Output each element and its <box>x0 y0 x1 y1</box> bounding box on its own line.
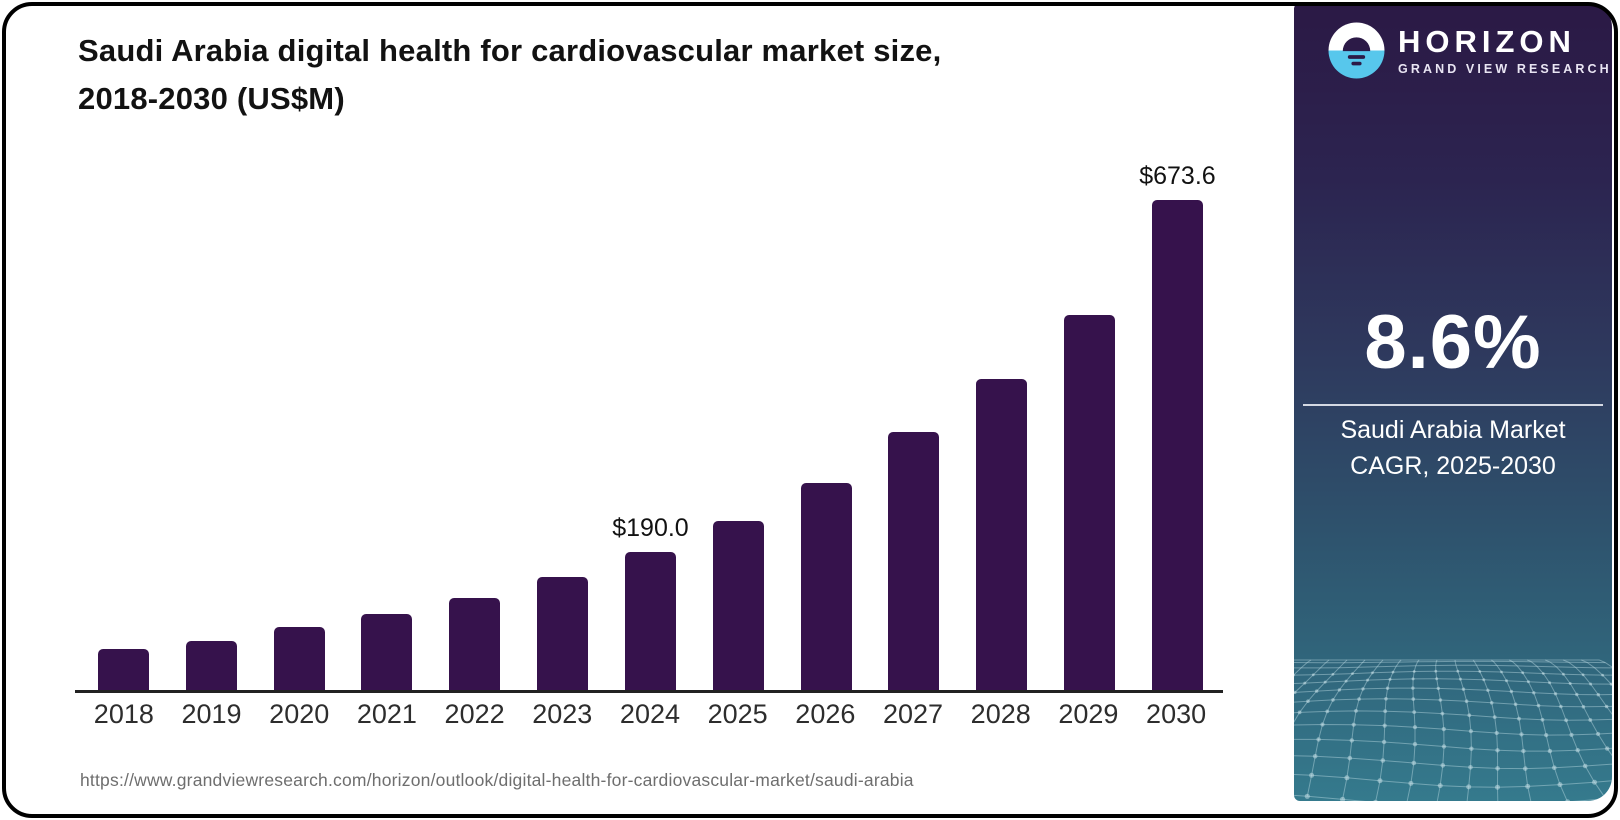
x-tick-label-2020: 2020 <box>269 699 330 729</box>
x-tick-label-2023: 2023 <box>532 699 593 729</box>
bar-2023 <box>537 577 589 690</box>
divider-line <box>1303 404 1603 406</box>
x-tick-label-2028: 2028 <box>970 699 1031 729</box>
bar-2021 <box>361 613 413 690</box>
bar-column-2025 <box>712 521 764 690</box>
cagr-label-line2: CAGR, 2025-2030 <box>1350 452 1556 480</box>
bar-column-2022 <box>449 597 501 690</box>
cagr-value: 8.6% <box>1364 300 1542 385</box>
bar-column-2020 <box>273 627 325 690</box>
chart-title-line2: 2018-2030 (US$M) <box>78 81 345 116</box>
brand-subtitle: GRAND VIEW RESEARCH <box>1398 61 1612 76</box>
bar-column-2018 <box>98 648 149 690</box>
wireframe-mesh-graphic <box>1294 659 1612 801</box>
chart-title-line1: Saudi Arabia digital health for cardiova… <box>78 33 942 68</box>
x-tick-label-2019: 2019 <box>181 699 242 729</box>
source-url: https://www.grandviewresearch.com/horizo… <box>80 770 914 790</box>
bar-2019 <box>185 640 237 690</box>
brand-logo: HORIZON GRAND VIEW RESEARCH <box>1328 22 1612 79</box>
bar-2027 <box>888 431 940 690</box>
x-tick-label-2027: 2027 <box>882 699 944 729</box>
x-tick-label-2030: 2030 <box>1146 699 1207 729</box>
bar-value-label-2030: $673.6 <box>1139 162 1216 190</box>
bar-2025 <box>712 521 764 690</box>
cagr-label-line1: Saudi Arabia Market <box>1340 416 1566 444</box>
bar-column-2026 <box>800 483 852 690</box>
horizon-sun-icon <box>1328 22 1385 79</box>
x-tick-label-2026: 2026 <box>795 699 856 729</box>
bar-column-2023 <box>537 577 589 690</box>
bar-column-2027 <box>888 431 940 690</box>
bar-column-2028 <box>976 378 1028 690</box>
bar-2030 <box>1151 200 1203 690</box>
bar-2018 <box>98 648 149 690</box>
bar-column-2030: $673.6 <box>1139 162 1216 690</box>
bar-2029 <box>1064 314 1116 690</box>
x-axis-line <box>75 690 1223 693</box>
bar-chart-plot: $190.0 $673.6 <box>75 150 1223 690</box>
chart-title: Saudi Arabia digital health for cardiova… <box>78 27 1218 123</box>
x-tick-label-2021: 2021 <box>356 699 417 729</box>
brand-text: HORIZON GRAND VIEW RESEARCH <box>1398 23 1612 76</box>
bar-2024 <box>624 551 676 690</box>
bar-column-2029 <box>1064 314 1116 690</box>
bar-2022 <box>449 597 501 690</box>
bar-column-2021 <box>361 613 413 690</box>
x-axis-tick-labels: 2018 2019 2020 2021 2022 2023 2024 2025 2026 2027… <box>75 699 1223 730</box>
bar-column-2024: $190.0 <box>612 514 689 690</box>
sidebar: HORIZON GRAND VIEW RESEARCH 8.6% Saudi A… <box>1294 3 1612 801</box>
cagr-label: Saudi Arabia Market CAGR, 2025-2030 <box>1294 412 1612 484</box>
bar-2028 <box>976 378 1028 690</box>
x-tick-label-2029: 2029 <box>1058 699 1119 729</box>
x-tick-label-2018: 2018 <box>93 699 154 729</box>
x-tick-label-2024: 2024 <box>619 699 680 729</box>
x-tick-label-2025: 2025 <box>707 699 768 729</box>
x-tick-label-2022: 2022 <box>444 699 505 729</box>
bar-2026 <box>800 483 852 690</box>
brand-name: HORIZON <box>1398 23 1576 59</box>
bar-column-2019 <box>185 640 237 690</box>
bar-value-label-2024: $190.0 <box>612 513 689 542</box>
bar-2020 <box>273 627 325 690</box>
